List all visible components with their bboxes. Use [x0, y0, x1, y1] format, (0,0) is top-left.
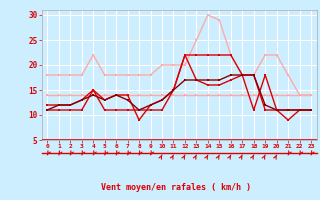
- Text: Vent moyen/en rafales ( km/h ): Vent moyen/en rafales ( km/h ): [101, 183, 251, 192]
